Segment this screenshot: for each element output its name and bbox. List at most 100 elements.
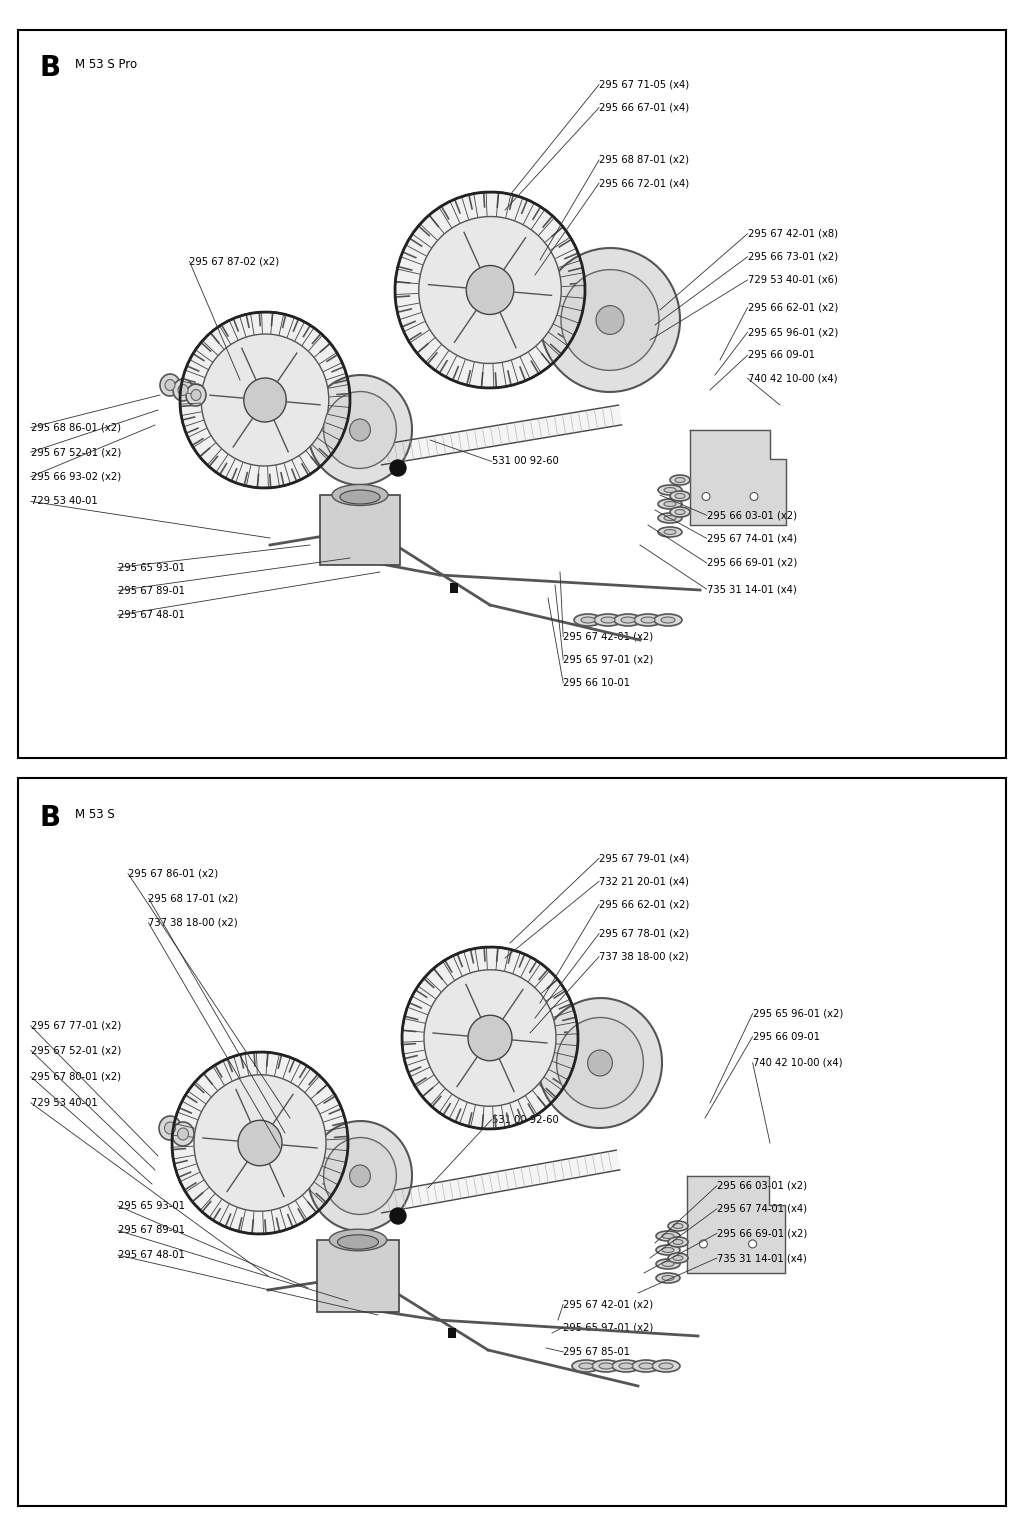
Text: 732 21 20-01 (x4): 732 21 20-01 (x4): [599, 877, 689, 886]
Text: M 53 S: M 53 S: [75, 809, 115, 821]
Ellipse shape: [599, 1363, 613, 1369]
Polygon shape: [378, 404, 622, 464]
Ellipse shape: [172, 1123, 194, 1146]
Ellipse shape: [670, 475, 690, 484]
Text: 295 66 03-01 (x2): 295 66 03-01 (x2): [707, 511, 797, 520]
Text: 295 65 93-01: 295 65 93-01: [118, 563, 184, 572]
Ellipse shape: [180, 312, 350, 488]
Text: 295 66 09-01: 295 66 09-01: [753, 1032, 819, 1041]
Ellipse shape: [632, 1360, 660, 1372]
Ellipse shape: [330, 1229, 387, 1250]
Text: 729 53 40-01: 729 53 40-01: [31, 1098, 97, 1107]
Ellipse shape: [572, 1360, 600, 1372]
Text: 295 65 97-01 (x2): 295 65 97-01 (x2): [563, 1323, 653, 1332]
Ellipse shape: [588, 1050, 612, 1077]
Ellipse shape: [652, 1360, 680, 1372]
Ellipse shape: [557, 1018, 643, 1109]
Ellipse shape: [332, 484, 388, 506]
Circle shape: [749, 1240, 757, 1247]
Ellipse shape: [402, 947, 578, 1129]
Text: 295 67 74-01 (x4): 295 67 74-01 (x4): [717, 1204, 807, 1213]
Ellipse shape: [419, 217, 561, 363]
Text: 295 67 89-01: 295 67 89-01: [118, 1226, 184, 1235]
Ellipse shape: [658, 514, 682, 523]
Text: 295 66 93-02 (x2): 295 66 93-02 (x2): [31, 472, 121, 481]
Ellipse shape: [656, 1230, 680, 1241]
Text: 295 67 85-01: 295 67 85-01: [563, 1347, 630, 1357]
Circle shape: [390, 460, 406, 475]
Ellipse shape: [639, 1363, 653, 1369]
Ellipse shape: [664, 529, 676, 535]
Text: 295 67 87-02 (x2): 295 67 87-02 (x2): [189, 257, 280, 266]
Ellipse shape: [658, 498, 682, 509]
Ellipse shape: [673, 1240, 683, 1244]
Ellipse shape: [658, 528, 682, 537]
Ellipse shape: [579, 1363, 593, 1369]
Ellipse shape: [165, 380, 175, 391]
Text: 295 67 74-01 (x4): 295 67 74-01 (x4): [707, 534, 797, 543]
Ellipse shape: [594, 614, 622, 626]
Text: 295 67 42-01 (x2): 295 67 42-01 (x2): [563, 1300, 653, 1309]
Text: 295 67 89-01: 295 67 89-01: [118, 586, 184, 595]
Text: 735 31 14-01 (x4): 735 31 14-01 (x4): [717, 1253, 807, 1263]
Ellipse shape: [675, 494, 685, 498]
Ellipse shape: [664, 501, 676, 506]
Text: 729 53 40-01 (x6): 729 53 40-01 (x6): [748, 275, 838, 285]
Text: 295 66 72-01 (x4): 295 66 72-01 (x4): [599, 178, 689, 188]
Text: B: B: [40, 54, 61, 82]
Text: 295 67 52-01 (x2): 295 67 52-01 (x2): [31, 448, 121, 457]
Bar: [317, 1240, 399, 1312]
Ellipse shape: [395, 192, 585, 388]
Ellipse shape: [186, 384, 206, 406]
Ellipse shape: [349, 1164, 371, 1187]
Text: 295 67 79-01 (x4): 295 67 79-01 (x4): [599, 854, 689, 863]
Ellipse shape: [468, 1015, 512, 1061]
Text: 295 68 87-01 (x2): 295 68 87-01 (x2): [599, 155, 689, 165]
Ellipse shape: [670, 491, 690, 501]
Ellipse shape: [538, 998, 663, 1127]
Ellipse shape: [662, 617, 675, 623]
Text: 295 67 48-01: 295 67 48-01: [118, 1250, 184, 1260]
Text: 295 68 17-01 (x2): 295 68 17-01 (x2): [148, 894, 239, 903]
Ellipse shape: [540, 248, 680, 392]
Ellipse shape: [659, 1363, 673, 1369]
Ellipse shape: [621, 617, 635, 623]
Ellipse shape: [618, 1363, 633, 1369]
Bar: [319, 495, 400, 564]
Ellipse shape: [668, 1253, 688, 1263]
Ellipse shape: [675, 509, 685, 515]
Ellipse shape: [592, 1360, 620, 1372]
Circle shape: [390, 1207, 406, 1224]
Bar: [449, 1327, 456, 1338]
Ellipse shape: [194, 1075, 326, 1212]
Ellipse shape: [656, 1244, 680, 1255]
Ellipse shape: [634, 614, 662, 626]
Ellipse shape: [173, 378, 193, 401]
Text: 295 68 86-01 (x2): 295 68 86-01 (x2): [31, 423, 121, 432]
Text: 531 00 92-60: 531 00 92-60: [492, 457, 558, 466]
Text: 295 66 73-01 (x2): 295 66 73-01 (x2): [748, 252, 838, 261]
Text: 295 66 67-01 (x4): 295 66 67-01 (x4): [599, 103, 689, 112]
Ellipse shape: [466, 266, 514, 314]
Text: B: B: [40, 804, 61, 832]
Ellipse shape: [662, 1247, 674, 1252]
Text: 295 67 71-05 (x4): 295 67 71-05 (x4): [599, 80, 689, 89]
Ellipse shape: [664, 515, 676, 520]
Ellipse shape: [324, 392, 396, 469]
Ellipse shape: [596, 306, 624, 334]
Polygon shape: [690, 431, 786, 524]
Ellipse shape: [244, 378, 287, 421]
Ellipse shape: [658, 484, 682, 495]
Ellipse shape: [662, 1233, 674, 1238]
Text: 295 66 69-01 (x2): 295 66 69-01 (x2): [717, 1229, 807, 1238]
Text: 295 65 96-01 (x2): 295 65 96-01 (x2): [753, 1009, 843, 1018]
Ellipse shape: [308, 1121, 412, 1230]
Text: 295 65 93-01: 295 65 93-01: [118, 1201, 184, 1210]
Text: 295 65 97-01 (x2): 295 65 97-01 (x2): [563, 655, 653, 664]
Ellipse shape: [664, 488, 676, 492]
Ellipse shape: [614, 614, 642, 626]
Ellipse shape: [340, 491, 380, 504]
Ellipse shape: [308, 375, 412, 484]
Text: 531 00 92-60: 531 00 92-60: [492, 1115, 558, 1124]
Text: 295 67 86-01 (x2): 295 67 86-01 (x2): [128, 869, 218, 878]
